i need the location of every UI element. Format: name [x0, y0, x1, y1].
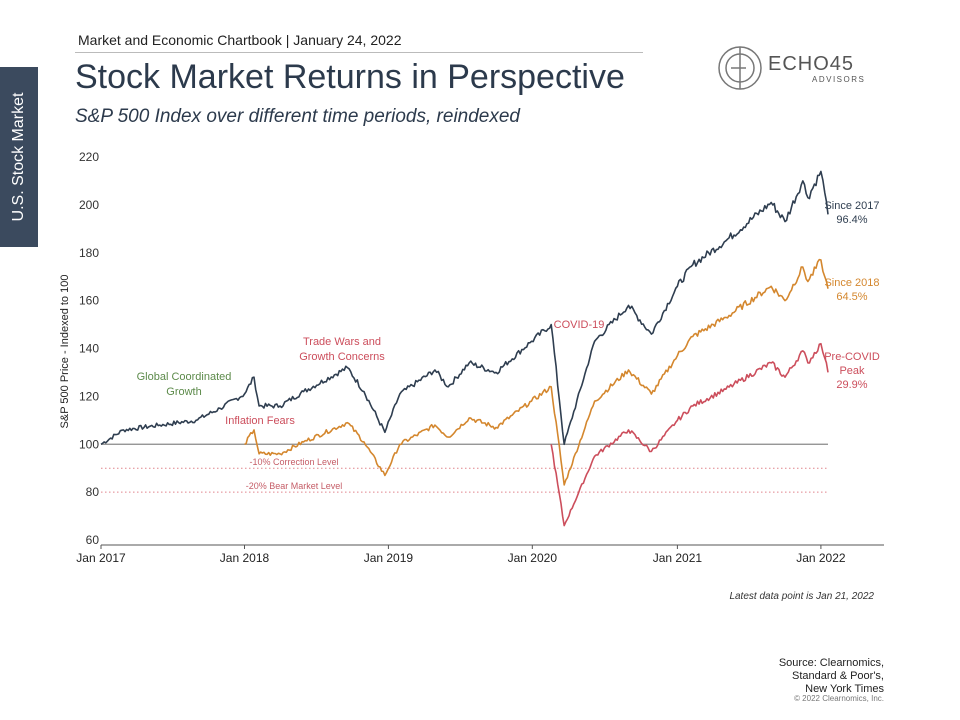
report-header: Market and Economic Chartbook | January … — [78, 32, 402, 48]
series-end-label: Since 2017 — [824, 200, 879, 212]
source-note: Source: Clearnomics, Standard & Poor's, … — [684, 657, 884, 696]
page-subtitle: S&P 500 Index over different time period… — [75, 106, 520, 127]
series-end-label: Since 2018 — [824, 277, 879, 289]
logo-name: ECHO45 — [768, 53, 855, 75]
annotation-growth: Growth — [166, 386, 201, 398]
sidebar-tab: U.S. Stock Market — [0, 67, 38, 247]
latest-data-note: Latest data point is Jan 21, 2022 — [729, 591, 874, 602]
series-end-label: Peak — [839, 365, 865, 377]
series-line-precovid — [550, 342, 829, 527]
annotation-covid: COVID-19 — [554, 319, 605, 331]
x-tick-label: Jan 2018 — [220, 551, 270, 565]
y-tick-label: 220 — [79, 150, 99, 164]
x-tick-label: Jan 2022 — [796, 551, 846, 565]
y-tick-label: 160 — [79, 294, 99, 308]
series-end-label: Pre-COVID — [824, 351, 880, 363]
series-end-value: 29.9% — [836, 379, 867, 391]
source-line: Standard & Poor's, — [792, 670, 884, 682]
series-line-since2017 — [100, 170, 829, 446]
reference-line-label: -20% Bear Market Level — [246, 481, 343, 491]
y-tick-label: 180 — [79, 246, 99, 260]
x-tick-label: Jan 2019 — [364, 551, 414, 565]
annotation-inflation: Inflation Fears — [225, 415, 295, 427]
y-tick-label: 120 — [79, 389, 99, 403]
source-line: Source: Clearnomics, — [778, 657, 884, 669]
y-tick-label: 100 — [79, 437, 99, 451]
series-end-value: 96.4% — [836, 214, 867, 226]
y-tick-label: 80 — [86, 485, 100, 499]
reference-line-label: -10% Correction Level — [249, 457, 338, 467]
series-line-since2018 — [244, 258, 829, 486]
echo45-circle-logo-icon — [718, 46, 762, 90]
header-divider — [75, 52, 643, 53]
source-line: New York Times — [805, 683, 884, 695]
annotation-growth: Global Coordinated — [137, 371, 232, 383]
y-tick-label: 60 — [86, 533, 100, 547]
x-tick-label: Jan 2020 — [508, 551, 558, 565]
x-tick-label: Jan 2017 — [76, 551, 126, 565]
copyright-note: © 2022 Clearnomics, Inc. — [794, 694, 884, 703]
series-end-value: 64.5% — [836, 291, 867, 303]
y-tick-label: 140 — [79, 342, 99, 356]
y-tick-label: 200 — [79, 198, 99, 212]
brand-logo: ECHO45 ADVISORS — [716, 44, 876, 92]
x-tick-label: Jan 2021 — [653, 551, 703, 565]
page-title: Stock Market Returns in Perspective — [75, 58, 625, 96]
annotation-trade: Growth Concerns — [299, 351, 385, 363]
y-axis-title: S&P 500 Price - Indexed to 100 — [59, 275, 71, 429]
logo-subtitle: ADVISORS — [812, 75, 866, 84]
annotation-trade: Trade Wars and — [303, 336, 381, 348]
